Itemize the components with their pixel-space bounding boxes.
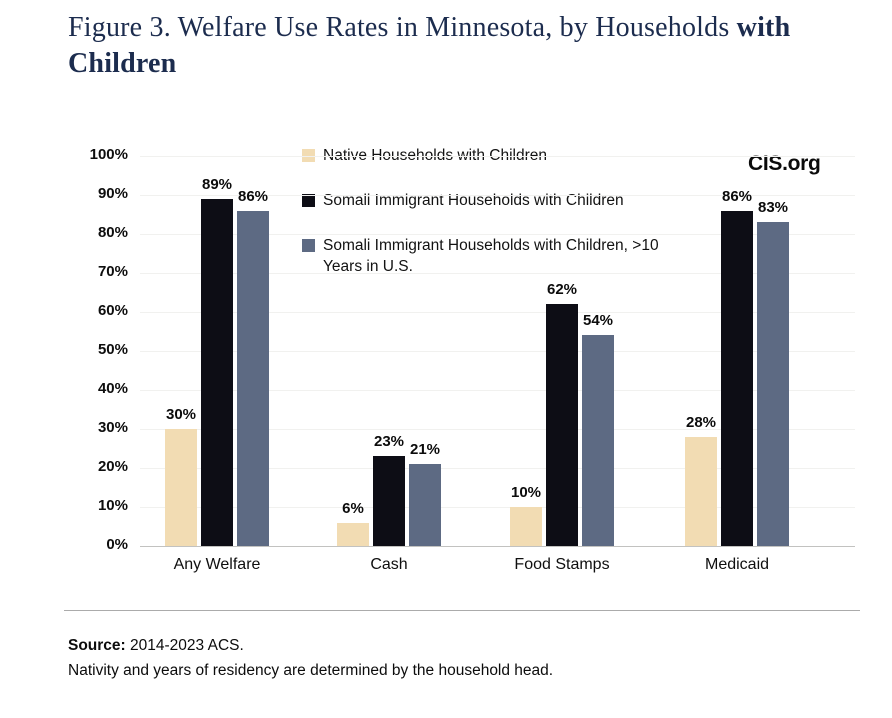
bar: 28% xyxy=(685,414,717,546)
bar-value-label: 62% xyxy=(546,281,578,299)
y-axis-ticks: 100% 90% 80% 70% 60% 50% 40% 30% 20% 10% 0% xyxy=(56,146,128,553)
bar: 83% xyxy=(757,199,789,546)
bar-value-label: 86% xyxy=(721,187,753,205)
cis-org-watermark: CIS.org xyxy=(748,152,821,175)
source-line: Source: 2014-2023 ACS. xyxy=(68,633,553,658)
bar-value-label: 28% xyxy=(685,413,717,431)
x-axis-baseline xyxy=(140,546,855,547)
gridline xyxy=(140,429,855,430)
gridline xyxy=(140,234,855,235)
y-tick-label: 70% xyxy=(97,263,128,280)
legend-swatch xyxy=(302,193,315,207)
divider-line xyxy=(64,610,860,611)
bar: 21% xyxy=(409,441,441,546)
bar-value-label: 23% xyxy=(373,433,405,451)
chart-legend: Native Households with Children Somali Im… xyxy=(302,146,716,302)
gridline xyxy=(140,351,855,352)
gridline xyxy=(140,468,855,469)
bar: 23% xyxy=(373,433,405,546)
legend-item: Somali Immigrant Households with Childre… xyxy=(302,236,716,278)
gridline xyxy=(140,156,855,157)
note-line: Nativity and years of residency are dete… xyxy=(68,662,554,680)
bar-group: 6% 23% 21% xyxy=(337,433,441,546)
y-tick-label: 10% xyxy=(97,497,128,514)
figure-title-bold-2: Children xyxy=(68,47,177,79)
bar: 86% xyxy=(721,188,753,546)
source-note: Source: 2014-2023 ACS. Nativity and year… xyxy=(68,633,553,683)
x-category-label: Any Welfare xyxy=(173,556,261,573)
figure-title-bold-1: with xyxy=(736,12,791,43)
legend-label: Somali Immigrant Households with Childre… xyxy=(323,191,624,209)
source-label: Source: xyxy=(68,637,126,654)
legend-item: Native Households with Children xyxy=(302,146,716,167)
legend-label: Somali Immigrant Households with Childre… xyxy=(323,236,659,275)
bar: 62% xyxy=(546,281,578,546)
gridline xyxy=(140,273,855,274)
y-tick-label: 80% xyxy=(97,224,128,241)
bar-value-label: 6% xyxy=(342,499,364,517)
bar-group: 10% 62% 54% xyxy=(510,281,614,546)
y-tick-label: 100% xyxy=(89,146,128,163)
bar: 10% xyxy=(510,484,542,546)
figure-title: Figure 3. Welfare Use Rates in Minnesota… xyxy=(68,10,870,82)
y-tick-label: 50% xyxy=(97,341,128,358)
bar-value-label: 30% xyxy=(165,406,197,423)
bar-value-label: 21% xyxy=(409,441,441,459)
bar: 54% xyxy=(582,312,614,546)
gridline xyxy=(140,312,855,313)
y-tick-label: 0% xyxy=(106,536,128,553)
bar: 30% xyxy=(165,406,197,546)
bar: 89% xyxy=(201,176,233,546)
bar-group: 30% 89% 86% xyxy=(165,176,269,546)
bar-value-label: 10% xyxy=(510,484,542,501)
bar-value-label: 83% xyxy=(757,199,789,217)
x-category-label: Medicaid xyxy=(704,556,770,573)
legend-swatch xyxy=(302,149,315,162)
bar-value-label: 89% xyxy=(201,175,233,193)
y-tick-label: 60% xyxy=(97,302,128,319)
source-text: 2014-2023 ACS. xyxy=(125,637,244,654)
y-tick-label: 40% xyxy=(97,380,128,397)
x-category-label: Cash xyxy=(370,556,408,573)
legend-item: Somali Immigrant Households with Childre… xyxy=(302,191,716,212)
x-axis-labels: Any Welfare Cash Food Stamps Medicaid xyxy=(140,556,855,580)
y-tick-label: 30% xyxy=(97,419,128,436)
y-tick-label: 20% xyxy=(97,458,128,475)
legend-label: Native Households with Children xyxy=(323,147,548,164)
bar: 86% xyxy=(237,188,269,546)
bar-value-label: 54% xyxy=(582,312,614,330)
legend-swatch xyxy=(302,238,315,252)
figure-title-main: Figure 3. Welfare Use Rates in Minnesota… xyxy=(68,12,737,43)
gridline xyxy=(140,195,855,196)
y-tick-label: 90% xyxy=(97,185,128,202)
bar-group: 28% 86% 83% xyxy=(685,188,789,546)
gridline xyxy=(140,507,855,508)
bar: 6% xyxy=(337,500,369,546)
gridline xyxy=(140,390,855,391)
plot-area: 30% 89% 86% 6% 23% 21% 10% 62% 54% 28% 86% 83% xyxy=(140,156,855,547)
x-category-label: Food Stamps xyxy=(514,556,610,573)
bar-value-label: 86% xyxy=(237,187,269,205)
